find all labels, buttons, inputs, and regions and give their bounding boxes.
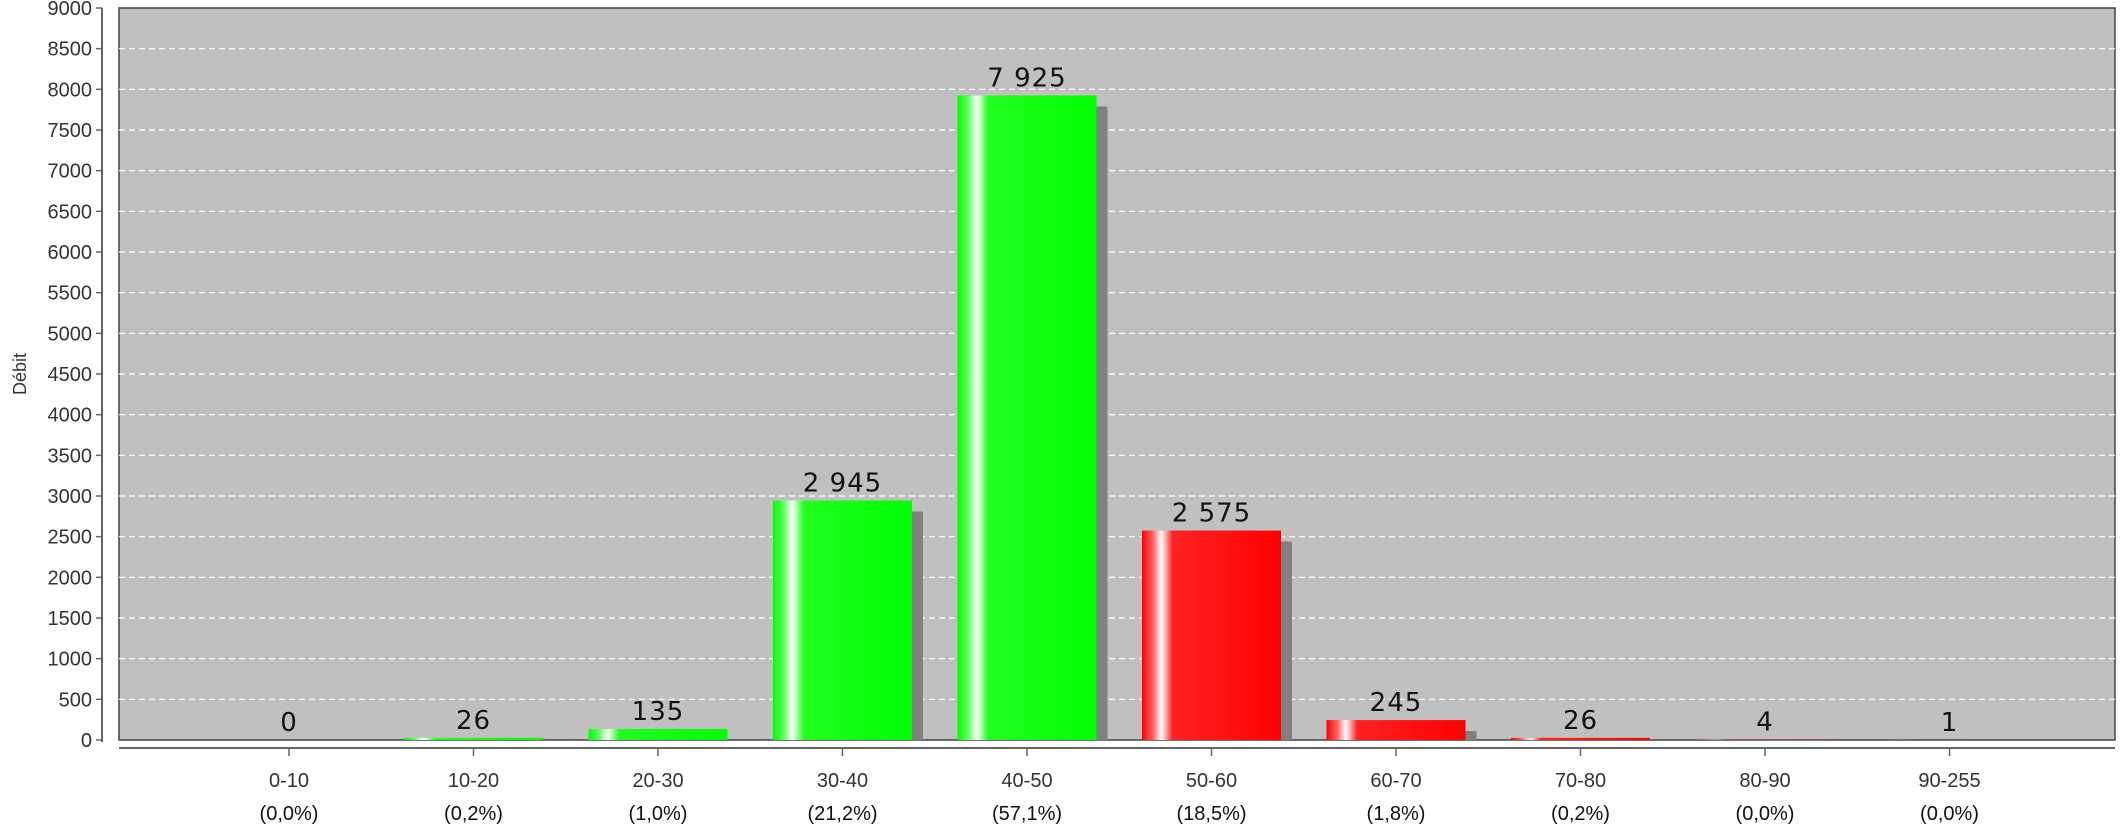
data-labels: 0 26 135 2 945 7 925 2 575 245 26 4 1	[280, 63, 1959, 738]
y-tick-label: 4500	[48, 364, 93, 386]
y-tick-label: 7000	[48, 161, 93, 183]
bar-20-30	[588, 729, 728, 740]
y-tick-label: 1500	[48, 608, 93, 630]
x-axis: 0-10 (0,0%) 10-20 (0,2%) 20-30 (1,0%) 30-40 (21…	[119, 747, 2115, 825]
data-label: 0	[280, 708, 298, 738]
y-tick-label: 8000	[48, 79, 93, 101]
percent-label: (1,8%)	[1367, 803, 1426, 825]
data-label: 26	[456, 706, 491, 736]
data-label: 4	[1756, 708, 1774, 738]
percent-label: (0,2%)	[1551, 803, 1610, 825]
y-tick-label: 3500	[48, 445, 93, 467]
x-tick-label: 90-255	[1918, 770, 1980, 792]
data-label: 245	[1370, 688, 1423, 718]
percent-label: (1,0%)	[629, 803, 688, 825]
bar-30-40	[773, 500, 912, 740]
y-tick-label: 6500	[48, 201, 93, 223]
y-tick-label: 9000	[48, 0, 93, 20]
percent-label: (0,2%)	[444, 803, 503, 825]
bar-60-70	[1326, 720, 1466, 740]
percent-label: (21,2%)	[807, 803, 877, 825]
y-tick-label: 7500	[48, 120, 93, 142]
bar-40-50	[957, 95, 1097, 740]
y-tick-label: 2500	[48, 527, 93, 549]
y-tick-label: 4000	[48, 405, 93, 427]
y-tick-label: 6000	[48, 242, 93, 264]
percent-label: (0,0%)	[1920, 803, 1979, 825]
percent-label: (57,1%)	[992, 803, 1062, 825]
x-tick-label: 20-30	[632, 770, 683, 792]
data-label: 1	[1941, 708, 1959, 738]
y-tick-label: 5000	[48, 323, 93, 345]
y-tick-label: 500	[59, 689, 92, 711]
y-axis-title: Débit	[10, 353, 30, 395]
x-tick-label: 50-60	[1186, 770, 1237, 792]
y-tick-label: 0	[81, 730, 92, 752]
data-label: 2 945	[803, 468, 882, 498]
x-tick-label: 0-10	[269, 770, 309, 792]
data-label: 26	[1563, 706, 1598, 736]
y-tick-label: 2000	[48, 567, 93, 589]
y-tick-label: 5500	[48, 283, 93, 305]
x-tick-label: 70-80	[1555, 770, 1606, 792]
percent-label: (0,0%)	[260, 803, 319, 825]
data-label: 7 925	[987, 63, 1066, 93]
bar-10-20	[404, 737, 543, 740]
percent-label: (18,5%)	[1176, 803, 1246, 825]
data-label: 135	[632, 697, 685, 727]
x-tick-label: 30-40	[817, 770, 868, 792]
gridlines	[119, 48, 2115, 700]
data-label: 2 575	[1172, 499, 1251, 529]
plot-area	[118, 7, 2116, 741]
y-tick-label: 3000	[48, 486, 93, 508]
y-tick-label: 1000	[48, 649, 93, 671]
x-tick-label: 80-90	[1739, 770, 1790, 792]
bars	[404, 95, 2019, 740]
x-tick-label: 10-20	[448, 770, 499, 792]
y-axis: 0 500 1000 1500 2000 2500 3000 3500 4000 4500 5000…	[48, 0, 103, 752]
bar-70-80	[1511, 737, 1650, 740]
x-tick-label: 60-70	[1370, 770, 1421, 792]
y-tick-label: 8500	[48, 39, 93, 61]
bar-50-60	[1142, 530, 1281, 740]
x-tick-label: 40-50	[1001, 770, 1052, 792]
percent-label: (0,0%)	[1736, 803, 1795, 825]
